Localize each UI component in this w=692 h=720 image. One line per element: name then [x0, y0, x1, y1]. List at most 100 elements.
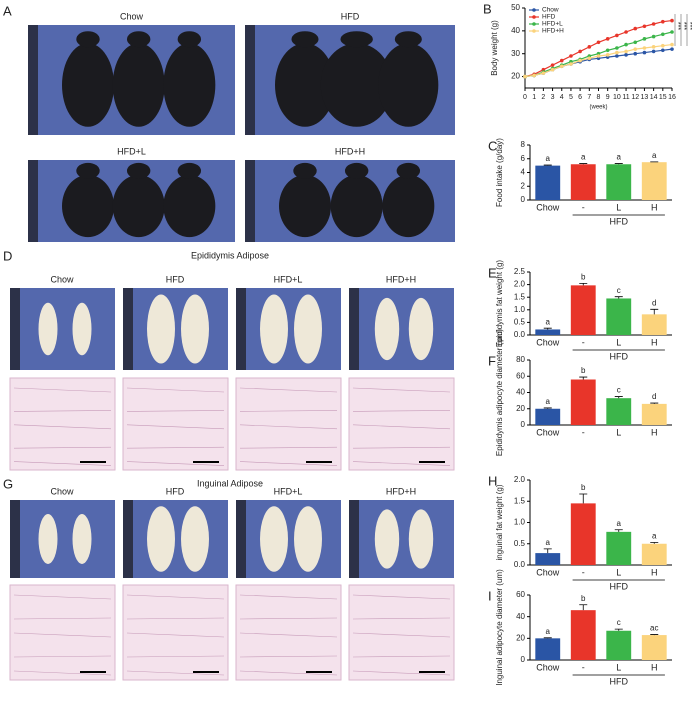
fat-pad [38, 302, 58, 356]
bar [535, 408, 561, 425]
panel-letter: I [488, 588, 492, 603]
y-tick-label: 30 [511, 49, 520, 58]
x-tick-label: 3 [551, 94, 555, 101]
error-bar [650, 402, 659, 404]
y-tick-label: 2 [521, 181, 526, 190]
panel-letter: G [3, 476, 13, 491]
mouse-photo-head [340, 31, 373, 48]
x-tick-label: L [616, 427, 621, 437]
point [661, 48, 665, 53]
photo [10, 288, 115, 370]
point [633, 40, 638, 45]
y-axis-label: Food intake (g/day) [495, 138, 504, 207]
cell-wall [126, 446, 225, 449]
cell-wall [352, 655, 451, 658]
point [615, 50, 619, 55]
point [642, 46, 647, 50]
point [642, 24, 647, 29]
group-label: HFD [610, 351, 629, 361]
bar [570, 164, 596, 200]
bar [535, 553, 561, 565]
significance-letter: a [546, 538, 551, 547]
point [642, 37, 647, 41]
x-tick-label: - [582, 337, 585, 347]
x-tick-label: L [616, 337, 621, 347]
panel-title: Epididymis Adipose [191, 250, 269, 260]
mouse-photo-head [177, 31, 202, 48]
cell-wall [239, 670, 338, 676]
significance-letter: a [617, 519, 622, 528]
significance: *** [686, 22, 692, 30]
mouse-photo-body [62, 43, 114, 127]
point [523, 74, 527, 79]
x-tick-label: - [582, 202, 585, 212]
x-tick-label: L [616, 662, 621, 672]
y-tick-label: 40 [511, 26, 520, 35]
histology [348, 584, 455, 681]
y-tick-label: 0 [521, 420, 526, 429]
cell-wall [126, 617, 225, 620]
x-tick-label: H [651, 567, 658, 577]
mouse-photo-body [320, 43, 393, 127]
point [651, 45, 656, 49]
y-axis-label: inguinal fat weight (g) [495, 484, 504, 560]
fat-pad [72, 514, 92, 564]
mouse-photo-head [76, 31, 100, 48]
significance-letter: a [652, 151, 657, 160]
cell-wall [126, 632, 225, 638]
cell-wall [352, 387, 451, 393]
point [633, 51, 638, 56]
cell-wall [239, 632, 338, 638]
bar [606, 630, 632, 660]
significance-letter: b [581, 594, 586, 603]
error-bar [614, 296, 623, 299]
x-tick-label: 1 [532, 94, 536, 101]
point [633, 26, 638, 31]
x-tick-label: H [651, 427, 658, 437]
cell-wall [352, 410, 451, 412]
bar [570, 503, 596, 565]
cell-wall [239, 387, 338, 393]
legend-marker [532, 22, 536, 26]
fat-pad [408, 509, 434, 569]
fat-pad [72, 302, 92, 356]
point [661, 32, 665, 37]
bar [535, 165, 561, 200]
cell-wall [126, 461, 225, 466]
cell-wall [352, 632, 451, 638]
photo-label: HFD+H [335, 146, 365, 156]
cell-wall [239, 617, 338, 620]
mouse-photo-body [330, 174, 383, 238]
x-tick-label: 13 [641, 94, 649, 101]
mouse-photo-head [396, 162, 421, 179]
point [624, 30, 628, 34]
bar [606, 531, 632, 565]
ruler [123, 288, 133, 370]
histology [9, 377, 116, 471]
photo [123, 288, 228, 370]
legend-label: HFD+H [542, 28, 564, 35]
x-tick-label: H [651, 662, 658, 672]
point [550, 63, 555, 67]
point [651, 22, 656, 26]
ruler [10, 500, 20, 578]
error-bar [614, 529, 623, 532]
cell-wall [126, 387, 225, 393]
y-tick-label: 0.5 [514, 539, 526, 548]
significance-letter: c [617, 386, 621, 395]
x-tick-label: 4 [560, 94, 564, 101]
point [596, 54, 601, 58]
point [559, 58, 564, 63]
mouse-photo-body [112, 174, 165, 238]
y-tick-label: 60 [516, 371, 525, 380]
bar [535, 638, 561, 660]
point [541, 71, 546, 75]
cell-wall [239, 424, 338, 430]
significance-letter: b [581, 366, 586, 375]
mouse-photo-head [126, 31, 151, 48]
x-tick-label: H [651, 337, 658, 347]
x-tick-label: Chow [536, 427, 560, 437]
error-bar [543, 548, 552, 554]
x-tick-label: 2 [541, 94, 545, 101]
